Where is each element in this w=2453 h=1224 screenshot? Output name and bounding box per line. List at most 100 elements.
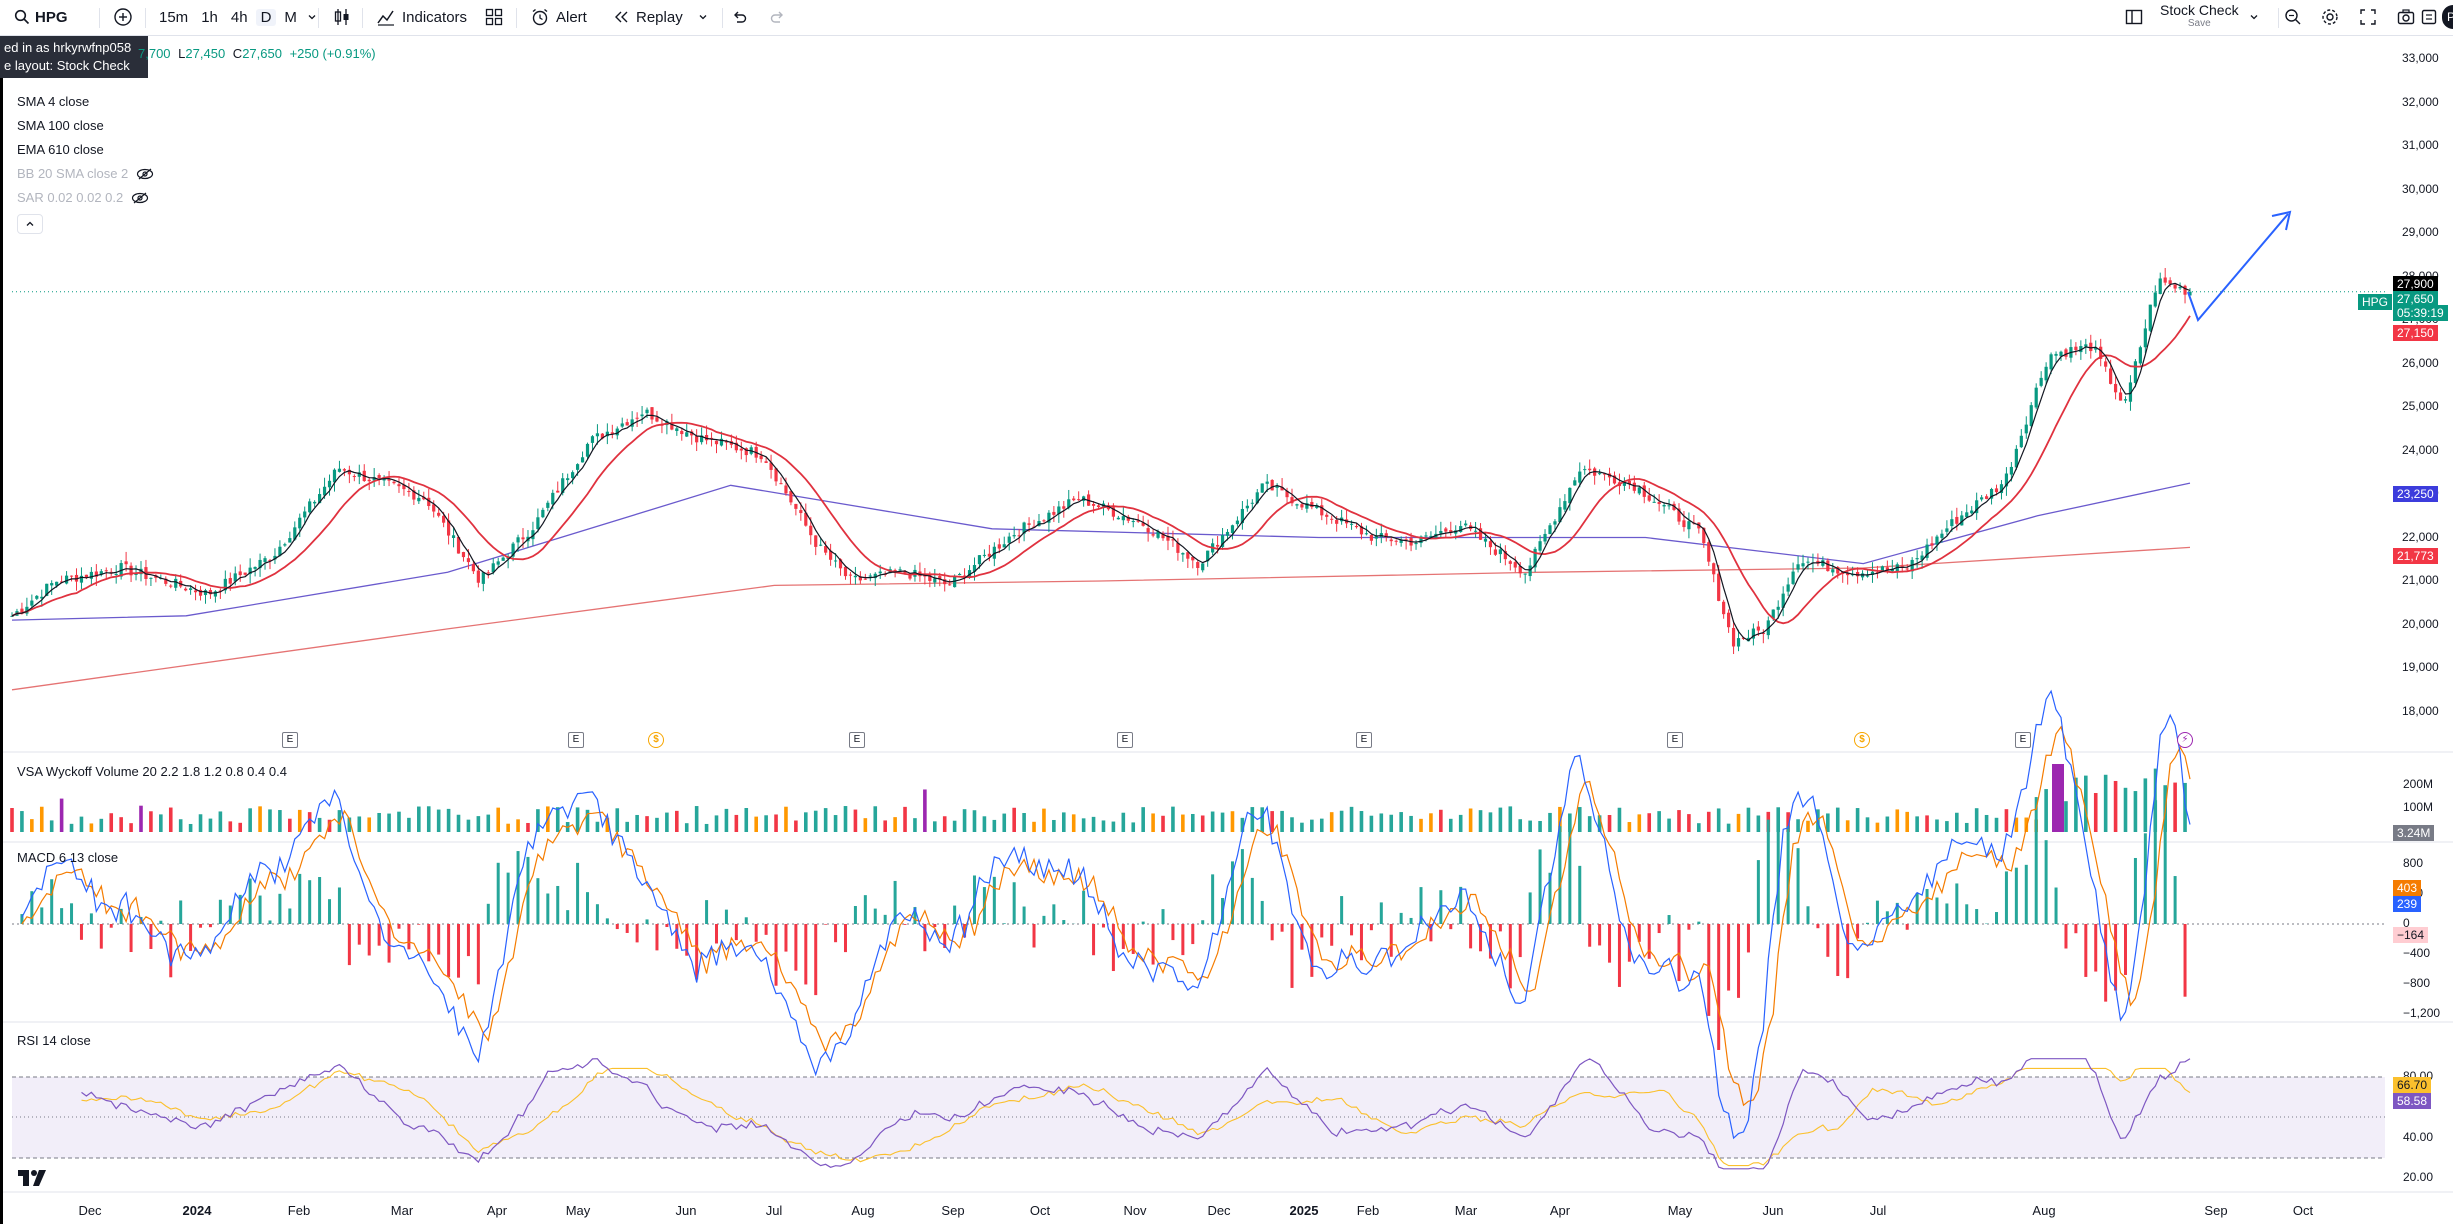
redo-button[interactable] [769,0,787,34]
candle-body [1459,526,1463,532]
candle-body [1796,564,1800,570]
macd-series [20,689,2191,1140]
projection-line[interactable] [2187,213,2289,322]
macd-hist-bar [1211,874,1215,924]
indicators-button[interactable]: Indicators [376,0,467,34]
macd-hist-bar [30,891,34,924]
earnings-event-icon[interactable]: E [1117,732,1133,748]
volume-bar [506,823,510,832]
settings-button[interactable] [2320,0,2340,34]
rsi-pane-title[interactable]: RSI 14 close [17,1033,91,1048]
candle-body [1945,528,1949,532]
volume-bar [585,809,590,832]
timeframe-m[interactable]: M [284,8,297,26]
price-badge-last: 27,650 [2393,291,2438,307]
eye-hidden-icon[interactable] [136,168,154,180]
candle-body [313,501,317,504]
volume-bar [1131,822,1136,832]
chart-canvas[interactable] [0,36,2453,1224]
chevron-down-icon[interactable] [697,11,709,23]
candle-body [1394,540,1398,542]
projection-drawing[interactable] [2187,210,2292,322]
earnings-event-icon[interactable]: E [2015,732,2031,748]
candle-body [2079,346,2083,353]
timeframe-1h[interactable]: 1h [201,8,218,26]
eye-hidden-icon[interactable] [131,192,149,204]
layout-name-button[interactable]: Stock Check Save [2160,0,2239,34]
time-axis-label: Jul [765,1203,783,1218]
macd-hist-bar [337,887,341,924]
volume-pane-title[interactable]: VSA Wyckoff Volume 20 2.2 1.8 1.2 0.8 0.… [17,764,287,779]
macd-hist-bar [218,899,222,924]
indicator-row-ema610[interactable]: EMA 610 close [17,142,104,157]
earnings-event-icon[interactable]: E [282,732,298,748]
avatar[interactable]: P [2442,5,2453,29]
indicator-row-bb[interactable]: BB 20 SMA close 2 [17,166,154,181]
indicator-row-sma4[interactable]: SMA 4 close [17,94,89,109]
chart-type-button[interactable] [332,0,352,34]
macd-hist-bar [89,913,93,924]
dividend-event-icon[interactable]: $ [648,732,664,748]
tradingview-logo-icon [18,1170,46,1186]
candle-body [198,589,203,596]
volume-bar [1349,806,1354,832]
timeframe-15m[interactable]: 15m [159,8,189,26]
candle-body [60,581,64,583]
macd-pane-title[interactable]: MACD 6 13 close [17,850,119,865]
candle-body [1364,533,1369,535]
volume-bar [1300,822,1304,832]
quick-search-button[interactable] [2283,0,2303,34]
candle-body [1057,506,1061,515]
layout-button[interactable] [2124,0,2144,34]
volume-bar [804,812,808,832]
publish-icon [2421,9,2437,25]
publish-button[interactable] [2420,0,2438,34]
candle-body [288,538,292,543]
alert-button[interactable]: Alert [530,0,587,34]
timeframe-4h[interactable]: 4h [230,8,248,26]
indicator-row-sma100[interactable]: SMA 100 close [17,118,104,133]
price-axis-label: 30,000 [2402,181,2439,196]
layout-menu-button[interactable] [2248,0,2260,34]
volume-bar [1111,821,1116,832]
macd-hist-bar [754,924,758,942]
tradingview-logo[interactable] [18,1168,50,1193]
time-axis-label: Jun [1762,1203,1784,1218]
macd-hist-bar [2044,840,2048,924]
compare-symbol-button[interactable] [113,0,133,34]
dividend-event-icon[interactable]: $ [1854,732,1870,748]
candle-body [1091,504,1096,506]
price-badge-rsi: 58.58 [2393,1093,2432,1109]
earnings-event-icon[interactable]: E [568,732,584,748]
earnings-event-icon[interactable]: E [849,732,865,748]
volume-bar [1032,821,1036,832]
replay-button[interactable]: Replay [612,0,709,34]
earnings-event-icon[interactable]: E [1667,732,1683,748]
macd-hist-bar [367,924,371,956]
undo-button[interactable] [730,0,748,34]
candle-body [1950,519,1954,527]
candle-body [1404,539,1408,541]
legend-collapse-button[interactable] [17,214,43,234]
candle-body [2084,344,2088,347]
symbol-search[interactable]: HPG [14,0,68,34]
volume-bar [119,817,123,832]
candle-body [337,468,342,472]
earnings-event-icon[interactable]: E [1356,732,1372,748]
templates-button[interactable] [484,0,504,34]
macd-hist-bar [1568,823,1572,924]
candle-body [566,478,570,481]
fullscreen-button[interactable] [2358,0,2378,34]
indicator-row-sar[interactable]: SAR 0.02 0.02 0.2 [17,190,149,205]
volume-bar [1419,818,1423,832]
candle-body [1141,522,1145,526]
volume-bar [1905,811,1910,832]
snapshot-button[interactable] [2396,0,2416,34]
chevron-down-icon[interactable] [306,11,318,23]
timeframe-d[interactable]: D [255,8,277,26]
candle-body [1602,473,1607,475]
split-event-icon[interactable]: ⚡ [2177,732,2193,748]
macd-hist-bar [397,924,401,929]
candle-body [501,557,505,561]
candle-body [1151,534,1155,536]
